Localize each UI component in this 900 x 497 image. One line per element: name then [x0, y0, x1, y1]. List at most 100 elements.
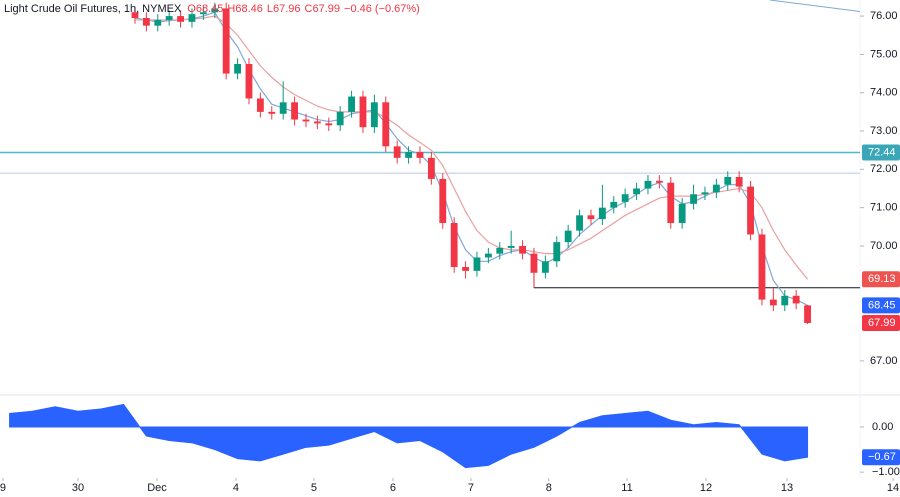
candle-body	[644, 180, 652, 189]
candle-body	[473, 257, 481, 271]
candle-body	[313, 121, 321, 124]
price-badge	[862, 297, 900, 314]
legend-value: L67.96	[267, 3, 301, 15]
candle-body	[245, 63, 253, 99]
candle-body	[553, 242, 561, 262]
candle-body	[724, 177, 732, 185]
legend-value: H68.46	[227, 3, 262, 15]
candle-body	[781, 295, 789, 306]
candle-body	[427, 157, 435, 179]
x-tick-label: 14	[887, 482, 899, 494]
candle-body	[598, 207, 606, 220]
candle-body	[484, 253, 492, 258]
candle-body	[541, 261, 549, 273]
candle-body	[690, 194, 697, 204]
price-badge-label: 69.13	[868, 273, 896, 285]
candle-body	[633, 188, 640, 195]
candle-body	[678, 203, 686, 223]
y-tick-label: 75.00	[870, 48, 898, 60]
price-badge	[862, 144, 900, 161]
candle-body	[336, 111, 344, 126]
candle-body	[416, 152, 424, 158]
candle-body	[325, 123, 333, 126]
candle-body	[291, 102, 298, 120]
y-tick-label: 71.00	[870, 202, 898, 214]
x-tick-label: 5	[311, 482, 317, 494]
candle-body	[256, 98, 264, 112]
candle-body	[576, 215, 583, 231]
candle-body	[222, 8, 230, 74]
candle-body	[804, 305, 811, 323]
candle-body	[154, 19, 162, 26]
legend-value: C67.99	[305, 3, 340, 15]
candle-body	[450, 222, 458, 268]
candle-body	[131, 12, 139, 19]
candle-body	[405, 152, 412, 158]
candle-body	[792, 295, 800, 304]
y-tick-label: 76.00	[870, 10, 898, 22]
x-tick-label: 7	[468, 482, 474, 494]
candle-body	[359, 96, 367, 128]
candle-body	[747, 186, 754, 235]
x-tick-label: 8	[546, 482, 552, 494]
y-tick-label: 0.00	[872, 421, 893, 433]
candle-body	[530, 253, 538, 273]
candle-body	[177, 16, 184, 22]
y-tick-label: 70.00	[870, 240, 898, 252]
x-tick-label: 30	[72, 482, 84, 494]
x-tick-label: Dec	[147, 482, 167, 494]
candle-body	[758, 234, 766, 300]
y-tick-label: 72.00	[870, 163, 898, 175]
candle-body	[621, 194, 629, 202]
candle-body	[268, 111, 276, 114]
legend-value: −0.46 (−0.67%)	[344, 3, 420, 15]
title: Light Crude Oil Futures, 1h, NYMEX	[4, 3, 182, 15]
price-badge-label: 72.44	[868, 146, 896, 158]
x-tick-label: 4	[233, 482, 239, 494]
price-badge-label: 68.45	[868, 299, 896, 311]
candle-body	[199, 12, 207, 15]
candle-body	[735, 177, 743, 187]
candle-body	[188, 14, 196, 22]
price-badge-label: 67.99	[868, 317, 896, 329]
candle-body	[769, 299, 777, 306]
candle-body	[462, 267, 469, 271]
candle-body	[655, 180, 663, 183]
x-tick-label: 6	[390, 482, 396, 494]
candle-body	[348, 96, 355, 112]
legend-value: O68.45	[187, 3, 223, 15]
oscillator-area	[9, 403, 809, 469]
candle-body	[393, 146, 401, 158]
x-tick-label: 11	[621, 482, 632, 494]
candle-body	[507, 245, 515, 248]
candle-body	[587, 215, 595, 220]
trend-line	[769, 0, 861, 12]
candle-body	[701, 192, 709, 195]
moving-average	[134, 11, 808, 306]
y-tick-label: 74.00	[870, 87, 898, 99]
candle-body	[712, 184, 720, 193]
price-badge	[862, 271, 900, 288]
candle-body	[370, 102, 378, 128]
price-badge	[862, 314, 900, 331]
moving-average	[134, 15, 809, 280]
candle-body	[610, 201, 618, 208]
candle-body	[382, 102, 390, 147]
price-badge	[862, 449, 900, 466]
candle-body	[496, 247, 504, 254]
candle-body	[234, 63, 241, 74]
candle-body	[165, 16, 173, 20]
x-tick-label: 12	[700, 482, 712, 494]
candle-body	[564, 230, 572, 243]
candle-body	[142, 18, 150, 26]
candle-body	[439, 178, 447, 223]
x-tick-label: 9	[0, 482, 6, 494]
candle-body	[519, 245, 526, 254]
candle-body	[279, 102, 287, 114]
candle-body	[211, 8, 219, 13]
x-tick-label: 13	[781, 482, 793, 494]
y-tick-label: 73.00	[870, 125, 898, 137]
candle-body	[302, 119, 310, 122]
chart-title: Light Crude Oil Futures, 1h, NYMEX O68.45…	[4, 3, 420, 15]
